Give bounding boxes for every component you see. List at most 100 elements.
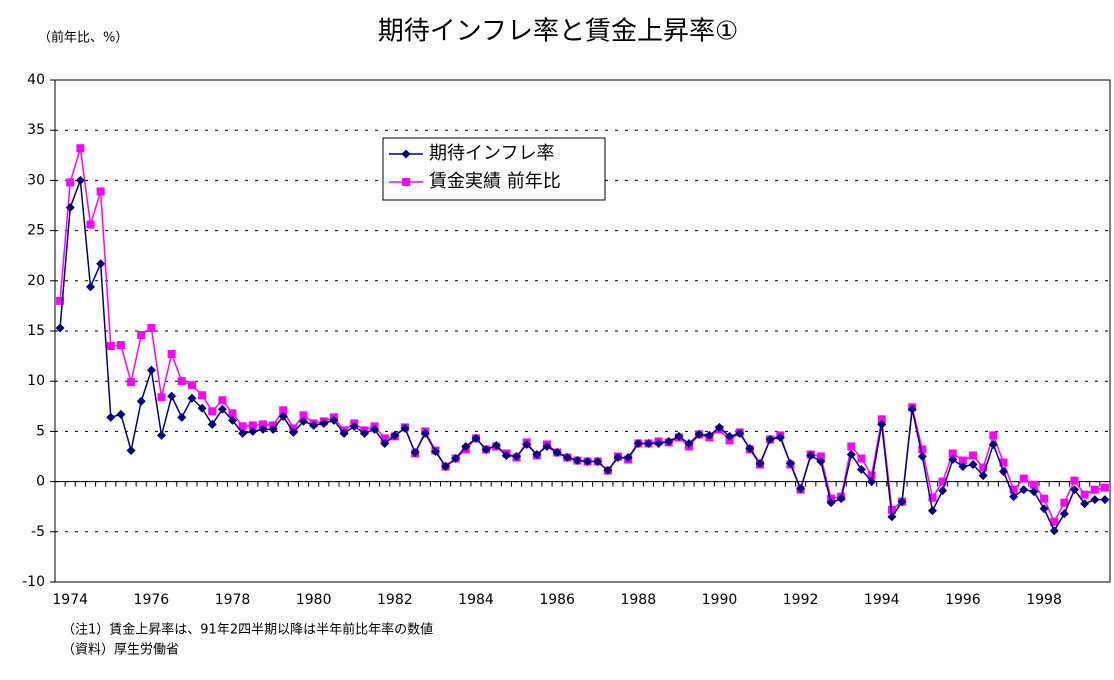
data-point — [725, 431, 735, 441]
data-point — [75, 175, 85, 185]
legend — [382, 137, 606, 201]
data-point — [816, 452, 825, 461]
data-point — [309, 420, 319, 430]
data-point — [1009, 485, 1018, 494]
data-point — [359, 428, 369, 438]
y-tick-label: 10 — [27, 373, 45, 389]
data-point — [217, 404, 227, 414]
data-point — [248, 426, 258, 436]
data-point — [288, 427, 298, 437]
data-point — [491, 440, 501, 450]
data-point — [1059, 509, 1069, 519]
data-point — [228, 415, 238, 425]
y-tick-label: 20 — [27, 273, 45, 289]
plot-area — [54, 79, 1111, 583]
data-point — [998, 467, 1008, 477]
x-tick-label: 1974 — [52, 592, 88, 608]
data-point — [106, 412, 116, 422]
data-point — [146, 365, 156, 375]
data-point — [775, 432, 785, 442]
data-point — [1009, 492, 1019, 502]
data-point — [451, 454, 461, 464]
data-point — [55, 323, 65, 333]
data-point — [948, 455, 958, 465]
data-point — [887, 512, 897, 522]
data-point — [847, 442, 856, 451]
legend-label: 期待インフレ率 — [429, 143, 554, 164]
data-point — [826, 498, 836, 508]
legend-label: 賃金実績 前年比 — [429, 171, 561, 192]
data-point — [279, 406, 288, 415]
data-point — [735, 428, 745, 438]
x-tick-label: 1992 — [783, 592, 819, 608]
data-point — [765, 434, 775, 444]
data-point — [410, 447, 420, 457]
data-point — [157, 430, 167, 440]
data-point — [979, 463, 988, 472]
data-point — [106, 342, 115, 351]
data-point — [218, 396, 227, 405]
data-point — [198, 391, 207, 400]
data-point — [887, 505, 896, 514]
data-point — [836, 494, 846, 504]
data-point — [978, 471, 988, 481]
data-point — [897, 497, 907, 507]
data-point — [278, 411, 288, 421]
data-point — [380, 434, 389, 443]
x-tick-label: 1980 — [296, 592, 332, 608]
data-point — [1050, 517, 1059, 526]
data-point — [918, 445, 927, 454]
data-point — [907, 404, 917, 414]
legend-marker — [401, 149, 411, 159]
data-point — [299, 411, 308, 420]
data-point — [96, 259, 106, 269]
data-point — [1070, 476, 1079, 485]
data-point — [66, 178, 75, 187]
data-point — [694, 429, 704, 439]
data-point — [268, 424, 278, 434]
data-point — [999, 458, 1008, 467]
data-point — [116, 409, 126, 419]
data-point — [989, 431, 998, 440]
data-point — [704, 430, 714, 440]
x-tick-label: 1982 — [377, 592, 413, 608]
data-point — [928, 493, 937, 502]
data-point — [755, 459, 765, 469]
data-point — [56, 296, 65, 305]
data-point — [441, 462, 451, 472]
data-point — [857, 454, 866, 463]
data-point — [127, 378, 136, 387]
data-point — [593, 457, 603, 467]
data-point — [745, 443, 755, 453]
y-tick-label: 30 — [27, 172, 45, 188]
data-point — [583, 457, 593, 467]
data-point — [674, 431, 684, 441]
data-point — [1069, 485, 1079, 495]
data-point — [542, 441, 552, 451]
data-point — [917, 452, 927, 461]
x-tick-label: 1976 — [134, 592, 170, 608]
data-point — [481, 444, 491, 454]
data-point — [1029, 480, 1038, 489]
data-point — [157, 393, 166, 402]
data-point — [238, 428, 248, 438]
data-point — [167, 391, 177, 401]
data-point — [1029, 487, 1039, 497]
data-point — [1080, 490, 1089, 499]
data-point — [1100, 483, 1109, 492]
data-point — [86, 220, 95, 229]
data-point — [197, 403, 207, 413]
x-tick-label: 1990 — [702, 592, 738, 608]
y-tick-label: 35 — [27, 122, 45, 138]
data-point — [816, 457, 826, 467]
data-point — [988, 439, 998, 449]
x-tick-label: 1978 — [215, 592, 251, 608]
data-point — [927, 506, 937, 516]
data-point — [187, 393, 197, 403]
data-point — [633, 438, 643, 448]
data-point — [430, 446, 440, 456]
data-point — [969, 451, 978, 460]
data-point — [623, 453, 633, 463]
data-point — [938, 486, 948, 496]
